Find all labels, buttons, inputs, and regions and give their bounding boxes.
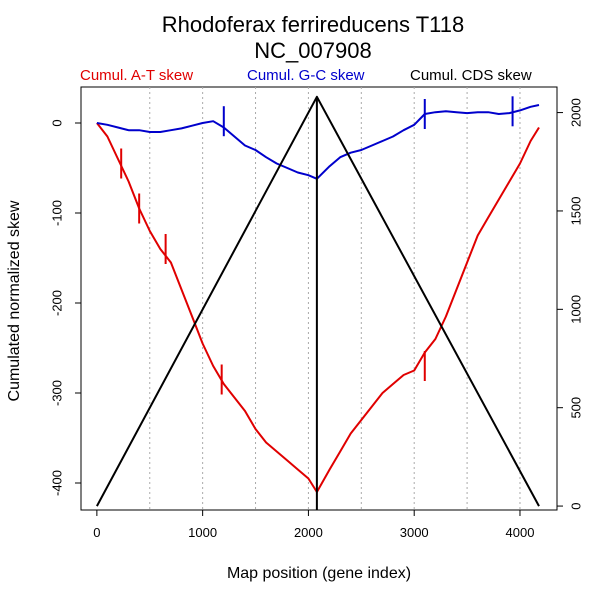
x-axis: 0 1000 2000 3000 4000: [93, 510, 534, 540]
x-tick-label: 1000: [188, 525, 217, 540]
grid-lines: [149, 87, 521, 510]
legend-cds-skew: Cumul. CDS skew: [410, 67, 532, 84]
y2-tick-label: 0: [568, 502, 583, 509]
y-tick-label: -100: [49, 200, 64, 226]
series-layer: [96, 95, 540, 510]
legend-gc-skew: Cumul. G-C skew: [247, 67, 365, 84]
y-axis-label: Cumulated normalized skew: [6, 200, 23, 401]
x-tick-label: 3000: [400, 525, 429, 540]
cds-skew-line: [96, 95, 540, 507]
y2-tick-label: 500: [568, 397, 583, 419]
chart-subtitle: NC_007908: [254, 38, 371, 63]
y-axis-left: 0 -100 -200 -300 -400: [49, 119, 81, 496]
x-axis-label: Map position (gene index): [227, 565, 411, 582]
x-tick-label: 0: [93, 525, 100, 540]
legend-at-skew: Cumul. A-T skew: [80, 67, 193, 84]
y-tick-label: 0: [49, 119, 64, 126]
y-tick-label: -400: [49, 470, 64, 496]
gc-skew-line: [96, 104, 540, 180]
y-tick-label: -200: [49, 290, 64, 316]
chart-title: Rhodoferax ferrireducens T118: [162, 12, 464, 37]
y2-tick-label: 1500: [568, 196, 583, 225]
y-tick-label: -300: [49, 380, 64, 406]
y2-tick-label: 1000: [568, 295, 583, 324]
y2-tick-label: 2000: [568, 98, 583, 127]
y-axis-right: 0 500 1000 1500 2000: [557, 98, 583, 510]
x-tick-label: 4000: [506, 525, 535, 540]
plot-frame: [80, 86, 558, 511]
x-tick-label: 2000: [294, 525, 323, 540]
